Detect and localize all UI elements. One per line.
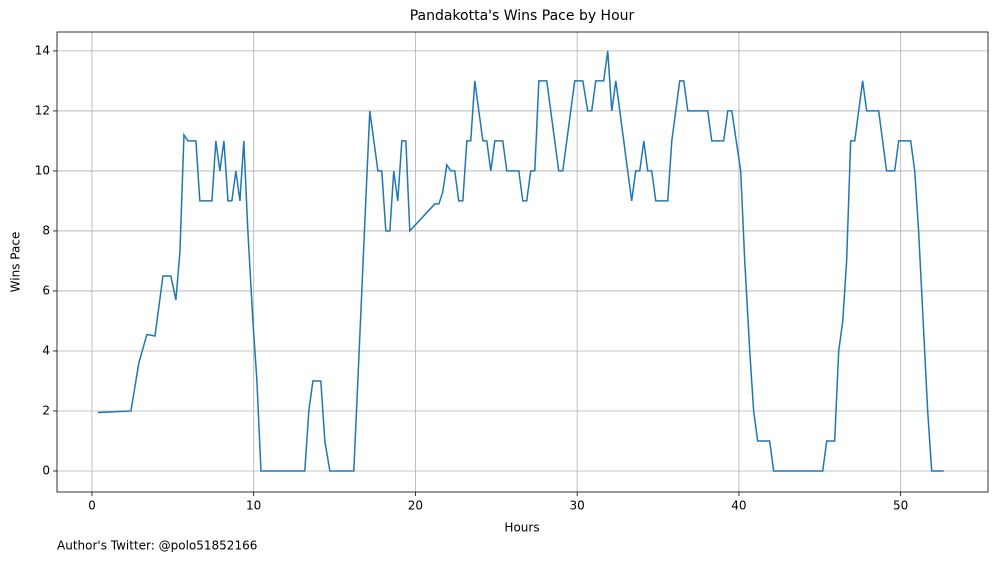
x-tick-label: 30	[570, 499, 585, 513]
y-axis-label: Wins Pace	[9, 232, 23, 293]
y-tick-label: 6	[42, 283, 50, 297]
y-tick-label: 4	[42, 343, 50, 357]
y-tick-label: 12	[35, 103, 50, 117]
data-line	[97, 50, 944, 472]
y-tick-label: 14	[35, 43, 50, 57]
y-tick-label: 0	[42, 463, 50, 477]
plot-frame	[56, 31, 989, 493]
x-tick-label: 50	[893, 499, 908, 513]
x-tick-label: 20	[408, 499, 423, 513]
x-tick-label: 0	[88, 499, 96, 513]
x-tick-label: 40	[731, 499, 746, 513]
y-tick-label: 2	[42, 403, 50, 417]
footnote: Author's Twitter: @polo51852166	[57, 539, 257, 553]
y-tick-label: 10	[35, 163, 50, 177]
y-tick-label: 8	[42, 223, 50, 237]
x-tick-label: 10	[246, 499, 261, 513]
chart-title: Pandakotta's Wins Pace by Hour	[410, 8, 635, 24]
x-axis-label: Hours	[504, 521, 539, 535]
